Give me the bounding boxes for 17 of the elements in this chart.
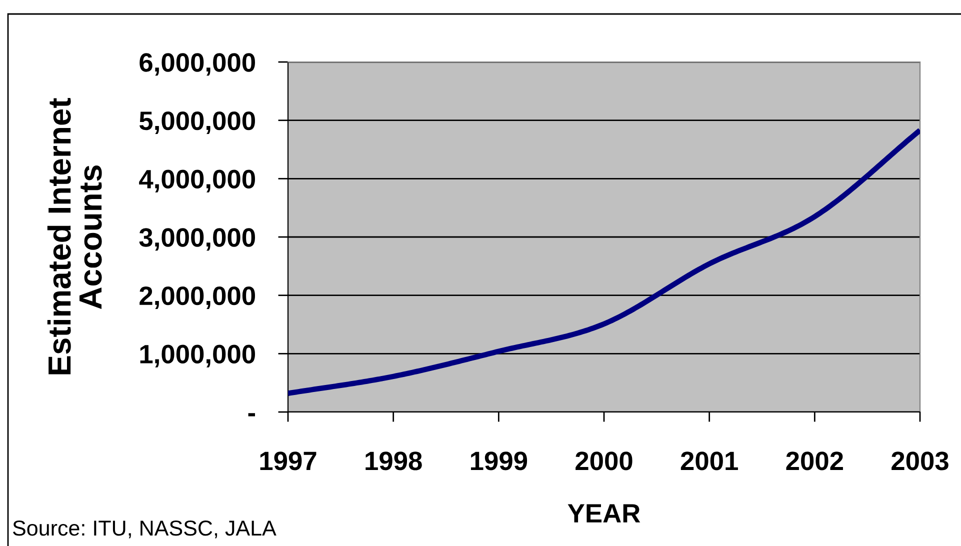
y-tick-label: -	[248, 413, 255, 416]
x-tick-label: 2003	[892, 452, 948, 470]
y-tick-label: 5,000,000	[139, 111, 255, 134]
x-tick-label: 1999	[470, 452, 528, 470]
y-tick-label: 3,000,000	[139, 228, 255, 251]
x-axis-title: YEAR	[568, 504, 640, 522]
y-tick-label: 4,000,000	[139, 170, 255, 192]
y-axis-title: Estimated Internet Accounts	[47, 98, 102, 374]
x-tick-label: 2000	[576, 452, 632, 470]
y-tick-label: 1,000,000	[140, 344, 255, 368]
x-tick-label: 2002	[786, 452, 843, 470]
source-note: Source: ITU, NASSC, JALA	[12, 520, 276, 538]
y-tick-label: 2,000,000	[140, 286, 255, 309]
x-tick-label: 1998	[366, 452, 422, 470]
x-tick-label: 2001	[680, 452, 738, 470]
y-tick-label: 6,000,000	[140, 53, 255, 76]
x-tick-label: 1997	[260, 452, 316, 470]
